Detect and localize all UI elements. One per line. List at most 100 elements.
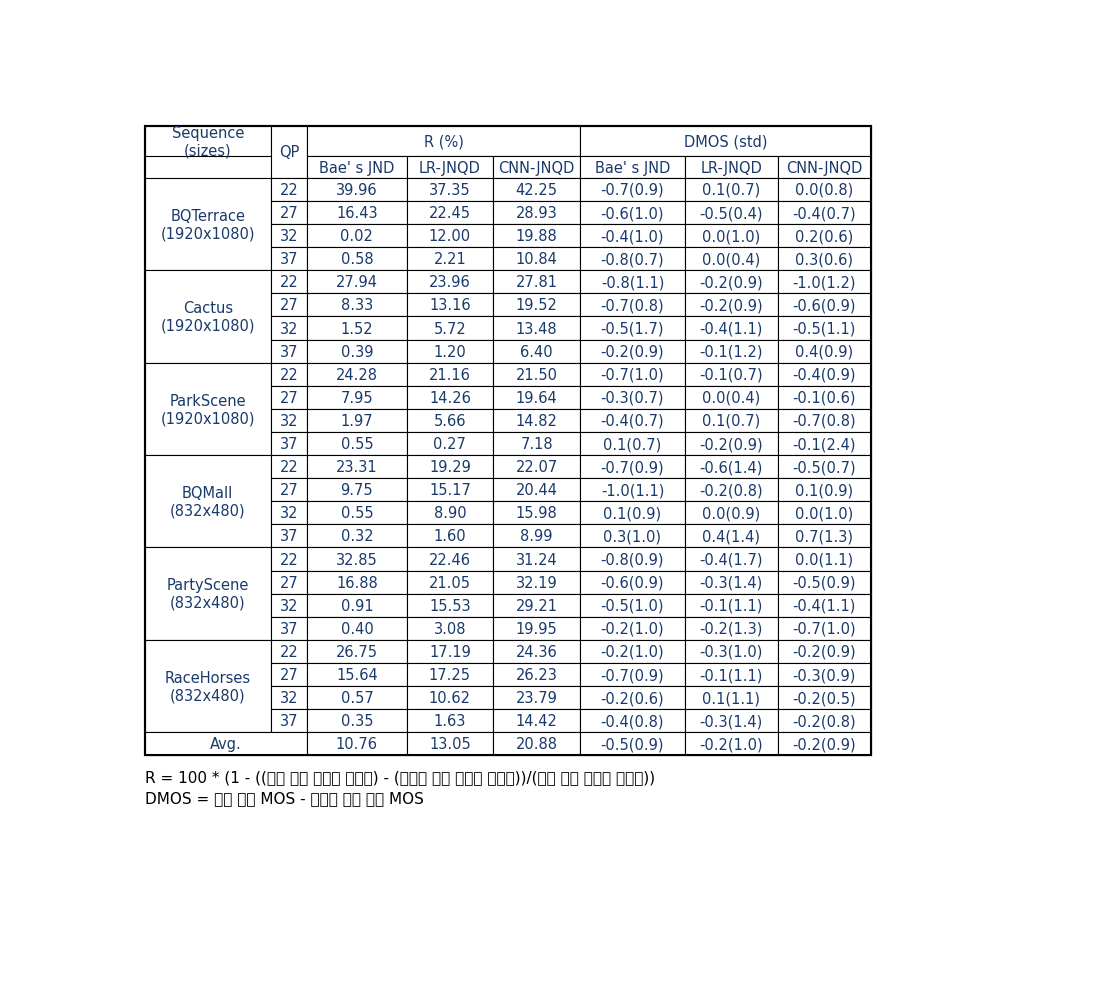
Bar xyxy=(685,387,778,410)
Text: 13.16: 13.16 xyxy=(430,299,470,313)
Bar xyxy=(308,341,406,364)
Bar xyxy=(778,594,871,617)
Text: -0.8(1.1): -0.8(1.1) xyxy=(601,276,664,290)
Text: 0.1(0.7): 0.1(0.7) xyxy=(702,182,761,197)
Bar xyxy=(406,456,494,479)
Bar xyxy=(685,433,778,456)
Text: -0.7(0.9): -0.7(0.9) xyxy=(601,460,664,475)
Bar xyxy=(685,271,778,294)
Bar xyxy=(406,224,494,247)
Text: -0.5(0.9): -0.5(0.9) xyxy=(793,575,856,590)
Bar xyxy=(406,709,494,732)
Text: 22.07: 22.07 xyxy=(516,460,558,475)
Bar xyxy=(271,686,308,709)
Bar xyxy=(406,617,494,640)
Text: 17.25: 17.25 xyxy=(428,667,470,682)
Bar xyxy=(778,271,871,294)
Text: -0.6(1.4): -0.6(1.4) xyxy=(700,460,763,475)
Text: -0.8(0.9): -0.8(0.9) xyxy=(601,552,664,567)
Bar xyxy=(580,201,685,224)
Bar xyxy=(271,224,308,247)
Bar xyxy=(308,479,406,502)
Bar xyxy=(778,294,871,318)
Text: DMOS = 원본 영상 MOS - 인지적 압축 영상 MOS: DMOS = 원본 영상 MOS - 인지적 압축 영상 MOS xyxy=(145,791,424,806)
Bar xyxy=(580,732,685,756)
Bar xyxy=(778,640,871,663)
Text: -0.8(0.7): -0.8(0.7) xyxy=(601,252,664,267)
Bar xyxy=(271,479,308,502)
Text: -0.7(0.8): -0.7(0.8) xyxy=(793,414,856,429)
Bar xyxy=(271,640,308,663)
Text: 0.32: 0.32 xyxy=(341,529,373,544)
Bar xyxy=(494,617,580,640)
Text: -0.1(1.1): -0.1(1.1) xyxy=(700,598,763,613)
Text: -0.1(2.4): -0.1(2.4) xyxy=(793,437,856,452)
Text: -0.6(0.9): -0.6(0.9) xyxy=(601,575,664,590)
Text: 23.79: 23.79 xyxy=(516,690,558,705)
Bar xyxy=(308,686,406,709)
Text: 22: 22 xyxy=(280,644,299,659)
Bar xyxy=(271,387,308,410)
Bar xyxy=(271,271,308,294)
Bar xyxy=(145,364,271,456)
Text: BQTerrace
(1920x1080): BQTerrace (1920x1080) xyxy=(161,208,255,241)
Text: 0.55: 0.55 xyxy=(341,437,373,452)
Text: 27: 27 xyxy=(280,667,299,682)
Bar xyxy=(685,410,778,433)
Bar xyxy=(494,224,580,247)
Text: 32: 32 xyxy=(280,322,299,337)
Bar xyxy=(580,663,685,686)
Bar xyxy=(685,479,778,502)
Text: 14.26: 14.26 xyxy=(430,391,470,406)
Text: -0.2(0.6): -0.2(0.6) xyxy=(601,690,664,705)
Bar xyxy=(778,571,871,594)
Text: 0.1(0.7): 0.1(0.7) xyxy=(702,414,761,429)
Bar xyxy=(271,294,308,318)
Text: 21.16: 21.16 xyxy=(430,368,470,383)
Bar xyxy=(685,294,778,318)
Bar xyxy=(494,318,580,341)
Bar xyxy=(145,548,271,640)
Bar xyxy=(308,318,406,341)
Text: -0.4(1.7): -0.4(1.7) xyxy=(700,552,763,567)
Text: 14.42: 14.42 xyxy=(516,713,558,728)
Text: -0.5(0.4): -0.5(0.4) xyxy=(700,205,763,220)
Bar xyxy=(494,410,580,433)
Text: 27: 27 xyxy=(280,299,299,313)
Bar xyxy=(406,525,494,548)
Text: 1.52: 1.52 xyxy=(341,322,373,337)
Text: R (%): R (%) xyxy=(424,134,464,149)
Bar xyxy=(685,456,778,479)
Text: 15.64: 15.64 xyxy=(337,667,377,682)
Bar xyxy=(494,709,580,732)
Text: -1.0(1.1): -1.0(1.1) xyxy=(601,483,664,498)
Text: 5.72: 5.72 xyxy=(434,322,466,337)
Bar xyxy=(580,294,685,318)
Bar xyxy=(271,571,308,594)
Bar xyxy=(145,456,271,548)
Bar xyxy=(778,387,871,410)
Text: -0.5(0.7): -0.5(0.7) xyxy=(793,460,856,475)
Bar xyxy=(494,686,580,709)
Text: 0.02: 0.02 xyxy=(341,228,373,243)
Bar xyxy=(494,247,580,271)
Bar xyxy=(685,686,778,709)
Text: 42.25: 42.25 xyxy=(516,182,558,197)
Text: 26.23: 26.23 xyxy=(516,667,558,682)
Text: Cactus
(1920x1080): Cactus (1920x1080) xyxy=(161,301,255,334)
Text: -0.5(1.0): -0.5(1.0) xyxy=(601,598,664,613)
Text: 22: 22 xyxy=(280,276,299,290)
Bar xyxy=(406,571,494,594)
Text: 23.96: 23.96 xyxy=(430,276,470,290)
Bar xyxy=(494,387,580,410)
Text: Bae' s JND: Bae' s JND xyxy=(319,160,394,175)
Text: Bae' s JND: Bae' s JND xyxy=(594,160,670,175)
Text: 15.53: 15.53 xyxy=(430,598,470,613)
Text: Avg.: Avg. xyxy=(210,736,241,752)
Bar xyxy=(685,640,778,663)
Bar xyxy=(685,247,778,271)
Text: 21.05: 21.05 xyxy=(428,575,470,590)
Text: 0.4(0.9): 0.4(0.9) xyxy=(795,345,853,360)
Bar xyxy=(778,525,871,548)
Text: 0.0(0.4): 0.0(0.4) xyxy=(702,252,761,267)
